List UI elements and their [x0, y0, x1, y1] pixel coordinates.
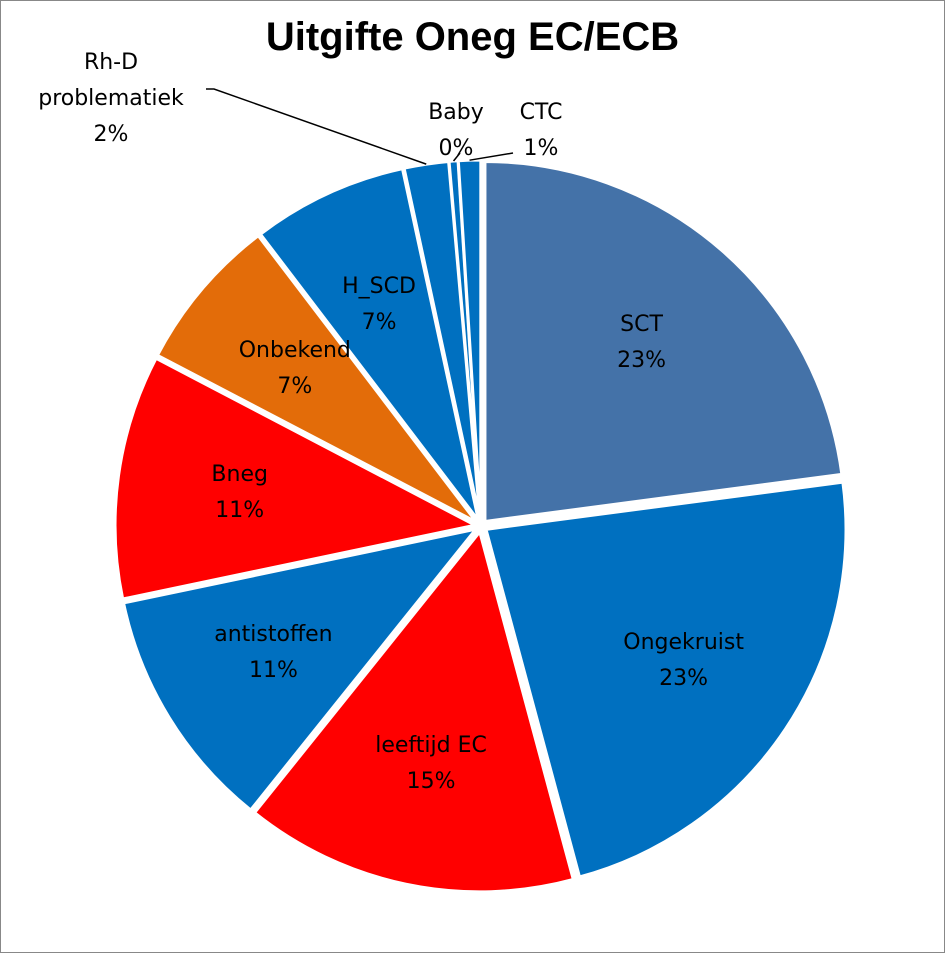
slice-label: Bneg 11%: [211, 457, 268, 529]
category-label: Ongekruist: [623, 630, 744, 656]
value-label: 23%: [659, 666, 709, 692]
value-label: 23%: [617, 347, 667, 373]
leader-line: [452, 152, 461, 162]
category-label: CTC: [519, 100, 563, 125]
value-label: 2%: [93, 122, 129, 147]
slice-label: SCT 23%: [617, 307, 666, 379]
category-label: Bneg: [211, 461, 268, 487]
pie-slice: [483, 159, 844, 524]
chart-title: Uitgifte Oneg EC/ECB: [265, 15, 680, 59]
pie-slice: [155, 233, 478, 524]
value-label: 11%: [215, 497, 265, 523]
value-label: 11%: [248, 658, 298, 684]
category-label: Rh-D problematiek: [38, 50, 184, 111]
value-label: 7%: [361, 309, 397, 335]
category-label: Baby: [428, 100, 484, 125]
slice-label: H_SCD 7%: [342, 269, 416, 341]
leader-line: [206, 88, 427, 165]
category-label: leeftijd EC: [375, 733, 487, 759]
value-label: 1%: [523, 136, 559, 161]
slice-label: CTC 1%: [520, 95, 563, 167]
value-label: 0%: [438, 136, 474, 161]
category-label: Onbekend: [238, 337, 351, 363]
pie-slice: [484, 480, 848, 879]
pie-slice: [121, 526, 480, 813]
slice-label: Ongekruist 23%: [623, 625, 744, 697]
leader-line: [469, 152, 514, 161]
slice-label: antistoffen 11%: [214, 617, 332, 689]
category-label: SCT: [620, 311, 663, 337]
value-label: 7%: [277, 373, 313, 399]
pie-slice: [252, 528, 576, 894]
value-label: 15%: [406, 769, 456, 795]
category-label: H_SCD: [342, 273, 416, 299]
slice-label: Rh-D problematiek 2%: [36, 45, 186, 153]
slice-label: Baby 0%: [428, 95, 484, 167]
category-label: antistoffen: [214, 622, 333, 648]
slice-label: leeftijd EC 15%: [375, 728, 487, 800]
pie-slice: [113, 356, 480, 601]
slice-label: Onbekend 7%: [239, 333, 351, 405]
pie-slice: [258, 166, 480, 522]
